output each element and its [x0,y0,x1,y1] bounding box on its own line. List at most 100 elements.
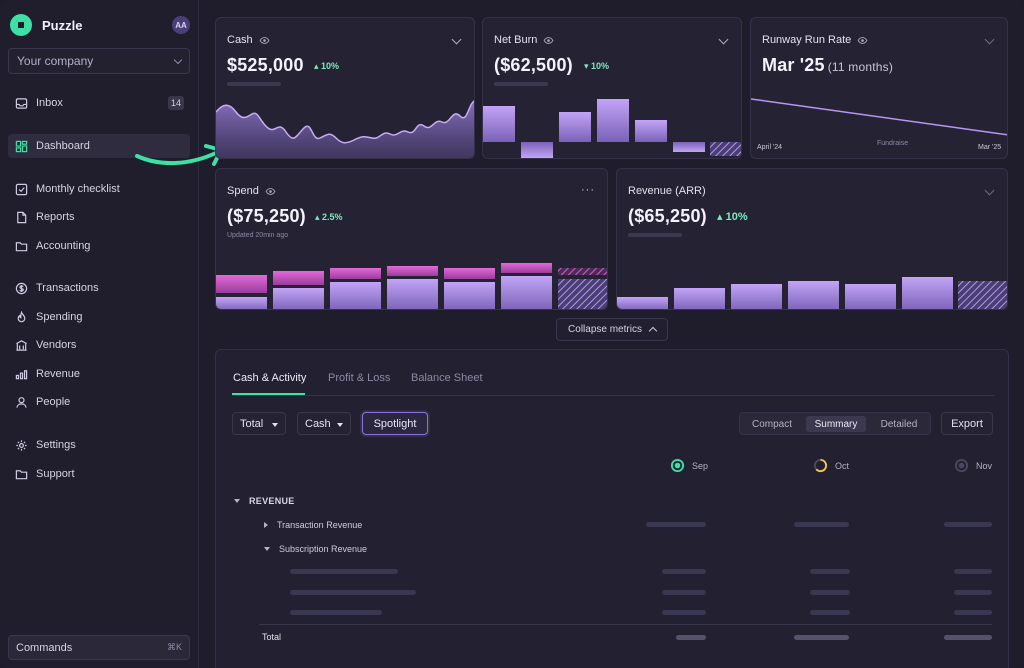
chart-bar [387,266,438,276]
subscription-revenue-row[interactable]: Subscription Revenue [264,544,367,554]
sidebar-item-label: Vendors [36,339,77,351]
spend-card[interactable]: Spend ··· ($75,250) ▴ 2.5% Updated 20min… [215,168,608,310]
caret-down-icon [234,499,240,503]
export-button[interactable]: Export [941,412,993,435]
sidebar-item-spending[interactable]: Spending [8,305,190,329]
net-burn-title-text: Net Burn [494,34,538,46]
spend-stacked-bar-chart [216,263,607,309]
view-summary[interactable]: Summary [806,416,866,432]
sidebar-item-label: Monthly checklist [36,183,120,195]
revenue-card-title: Revenue (ARR) [628,185,706,197]
eye-icon[interactable] [259,36,270,44]
revenue-bar-chart [617,277,1007,309]
sidebar: Puzzle AA Your company Inbox 14 Dashboar… [0,0,199,668]
caret-down-icon [337,423,343,427]
sidebar-item-label: Dashboard [36,140,90,152]
sidebar-item-settings[interactable]: Settings [8,433,190,457]
net-burn-value: ($62,500) [494,55,573,75]
sidebar-item-dashboard[interactable]: Dashboard [8,134,190,158]
revenue-card[interactable]: Revenue (ARR) ($65,250) ▴ 10% [616,168,1008,310]
chevron-down-icon[interactable] [984,34,995,45]
runway-value: Mar '25 (11 months) [762,55,893,76]
sidebar-item-monthly-checklist[interactable]: Monthly checklist [8,177,190,201]
view-detailed[interactable]: Detailed [880,418,918,430]
net-burn-delta: ▾ 10% [584,61,610,71]
cash-dropdown[interactable]: Cash [297,412,351,435]
sidebar-item-vendors[interactable]: Vendors [8,333,190,357]
month-header-nov[interactable]: Nov [954,458,992,473]
transactions-icon [15,282,28,295]
skeleton-line [227,82,281,86]
sidebar-item-support[interactable]: Support [8,462,190,486]
runway-value-text: Mar '25 [762,55,825,75]
tab-profit-loss[interactable]: Profit & Loss [328,372,391,384]
reports-icon [15,211,28,224]
company-select[interactable]: Your company [8,48,190,74]
eye-icon[interactable] [543,36,554,44]
eye-icon[interactable] [265,187,276,195]
folder-icon [15,468,28,481]
caret-down-icon [272,423,278,427]
vendors-icon [15,339,28,352]
sidebar-item-label: Reports [36,211,75,223]
brand[interactable]: Puzzle [10,14,82,36]
commands-button[interactable]: Commands ⌘K [8,635,190,660]
avatar[interactable]: AA [172,16,190,34]
collapse-metrics-button[interactable]: Collapse metrics [556,318,668,341]
skeleton-value [662,569,706,574]
cash-card-title: Cash [227,34,270,46]
arrow-icon [135,144,223,166]
skeleton-value [810,569,850,574]
skeleton-value [676,635,706,640]
sidebar-item-inbox[interactable]: Inbox 14 [8,91,190,115]
runway-axis-start: April '24 [757,144,783,151]
chart-bar [673,142,705,152]
spend-updated-text: Updated 20min ago [227,232,289,239]
sidebar-item-reports[interactable]: Reports [8,205,190,229]
skeleton-label [290,590,416,595]
eye-icon[interactable] [857,36,868,44]
total-dropdown[interactable]: Total [232,412,286,435]
sidebar-item-label: Transactions [36,282,99,294]
sidebar-item-revenue[interactable]: Revenue [8,362,190,386]
runway-card[interactable]: Runway Run Rate Mar '25 (11 months) April… [750,17,1008,159]
more-options-icon[interactable]: ··· [581,184,595,196]
spotlight-button[interactable]: Spotlight [362,412,428,435]
transaction-revenue-label: Transaction Revenue [277,520,363,530]
chart-bar-projected [710,142,741,156]
transaction-revenue-row[interactable]: Transaction Revenue [264,520,362,530]
brand-name: Puzzle [42,17,83,33]
total-dropdown-value: Total [240,417,264,430]
month-label: Nov [976,460,993,471]
tab-cash-activity[interactable]: Cash & Activity [233,372,307,384]
view-compact[interactable]: Compact [751,418,792,430]
month-label: Oct [835,460,850,471]
sidebar-item-accounting[interactable]: Accounting [8,234,190,258]
spend-card-title: Spend [227,185,276,197]
checklist-icon [15,183,28,196]
progress-ring-empty-icon [954,458,969,473]
skeleton-value [944,522,992,527]
skeleton-value [810,590,850,595]
chart-bar [597,99,629,142]
commands-shortcut: ⌘K [166,642,182,652]
cash-card[interactable]: Cash $525,000 ▴ 10% [215,17,475,159]
total-row-label: Total [262,632,282,642]
skeleton-value [954,610,992,615]
month-header-oct[interactable]: Oct [813,458,849,473]
runway-card-title: Runway Run Rate [762,34,868,46]
net-burn-card[interactable]: Net Burn ($62,500) ▾ 10% [482,17,742,159]
sidebar-item-transactions[interactable]: Transactions [8,276,190,300]
sidebar-item-people[interactable]: People [8,390,190,414]
month-header-sep[interactable]: Sep [670,458,708,473]
chart-bar [845,284,896,309]
person-icon [15,396,28,409]
chevron-down-icon[interactable] [984,185,995,196]
tab-balance-sheet[interactable]: Balance Sheet [411,372,483,384]
revenue-section-header[interactable]: REVENUE [234,496,295,506]
total-divider [259,624,992,625]
sidebar-item-label: Spending [36,311,83,323]
chevron-down-icon[interactable] [718,34,729,45]
runway-axis-end: Mar '25 [978,144,1002,151]
chevron-down-icon[interactable] [451,34,462,45]
